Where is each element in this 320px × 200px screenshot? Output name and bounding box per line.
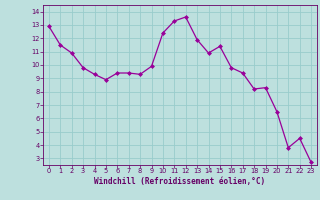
X-axis label: Windchill (Refroidissement éolien,°C): Windchill (Refroidissement éolien,°C) [94, 177, 266, 186]
